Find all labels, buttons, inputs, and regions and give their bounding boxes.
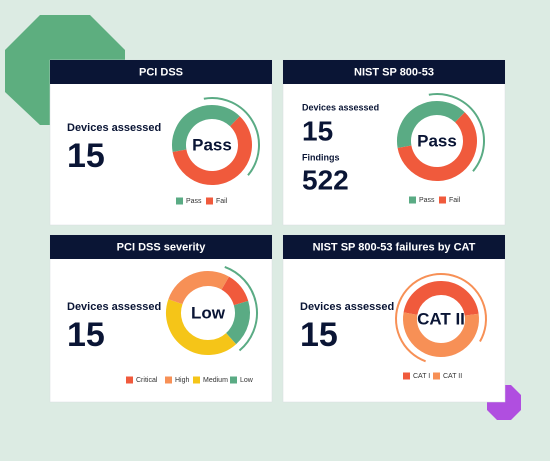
legend-label: Fail	[449, 197, 461, 204]
card-header	[50, 235, 272, 259]
card-header	[283, 60, 505, 84]
legend-swatch	[193, 376, 200, 384]
legend-swatch	[409, 196, 416, 204]
donut-segment	[166, 299, 237, 355]
center-label: Pass	[192, 135, 232, 154]
legend-label: CAT I	[413, 373, 430, 380]
stat-value: 15	[302, 115, 333, 146]
donut-segment	[172, 105, 240, 152]
legend-swatch	[206, 197, 213, 205]
stat-value: 15	[67, 137, 105, 175]
donut-segment	[397, 101, 465, 148]
deco-arc	[395, 273, 487, 363]
stat-label: Devices assessed	[300, 301, 394, 313]
donut-segment	[403, 312, 479, 357]
legend-swatch	[403, 372, 410, 380]
stat-value: 15	[67, 316, 105, 354]
legend-label: Pass	[186, 198, 202, 205]
card-header	[283, 235, 505, 259]
card-title: NIST SP 800-53	[354, 66, 434, 78]
legend-label: Medium	[203, 377, 228, 384]
legend-label: CAT II	[443, 373, 462, 380]
legend-label: High	[175, 377, 190, 384]
donut-segment	[172, 116, 252, 185]
deco-arc	[224, 266, 258, 352]
donut-segment	[403, 281, 479, 317]
center-label: Low	[191, 303, 226, 322]
legend-label: Low	[240, 377, 254, 384]
deco-arc	[428, 93, 485, 172]
legend-swatch	[439, 196, 446, 204]
stat-label: Findings	[302, 152, 340, 162]
legend-swatch	[165, 376, 172, 384]
legend-label: Pass	[419, 197, 435, 204]
stat-value: 522	[302, 164, 349, 195]
card	[49, 59, 273, 226]
legend-label: Fail	[216, 198, 228, 205]
donut-segment	[168, 271, 229, 305]
center-label: Pass	[417, 131, 457, 150]
legend-label: Critical	[136, 377, 158, 384]
donut-segment	[221, 276, 249, 306]
donut-segment	[225, 300, 250, 345]
legend-swatch	[126, 376, 133, 384]
donut-segment	[397, 112, 477, 181]
stat-value: 15	[300, 316, 338, 354]
stat-label: Devices assessed	[67, 301, 161, 313]
legend-swatch	[433, 372, 440, 380]
stat-label: Devices assessed	[67, 122, 161, 134]
stat-label: Devices assessed	[302, 102, 379, 112]
card-title: PCI DSS severity	[117, 241, 207, 253]
deco-arc	[203, 97, 260, 176]
legend-swatch	[176, 197, 183, 205]
card-title: NIST SP 800-53 failures by CAT	[313, 241, 476, 253]
card-header	[50, 60, 272, 84]
card-title: PCI DSS	[139, 66, 183, 78]
center-label: CAT II	[417, 309, 465, 328]
legend-swatch	[230, 376, 237, 384]
